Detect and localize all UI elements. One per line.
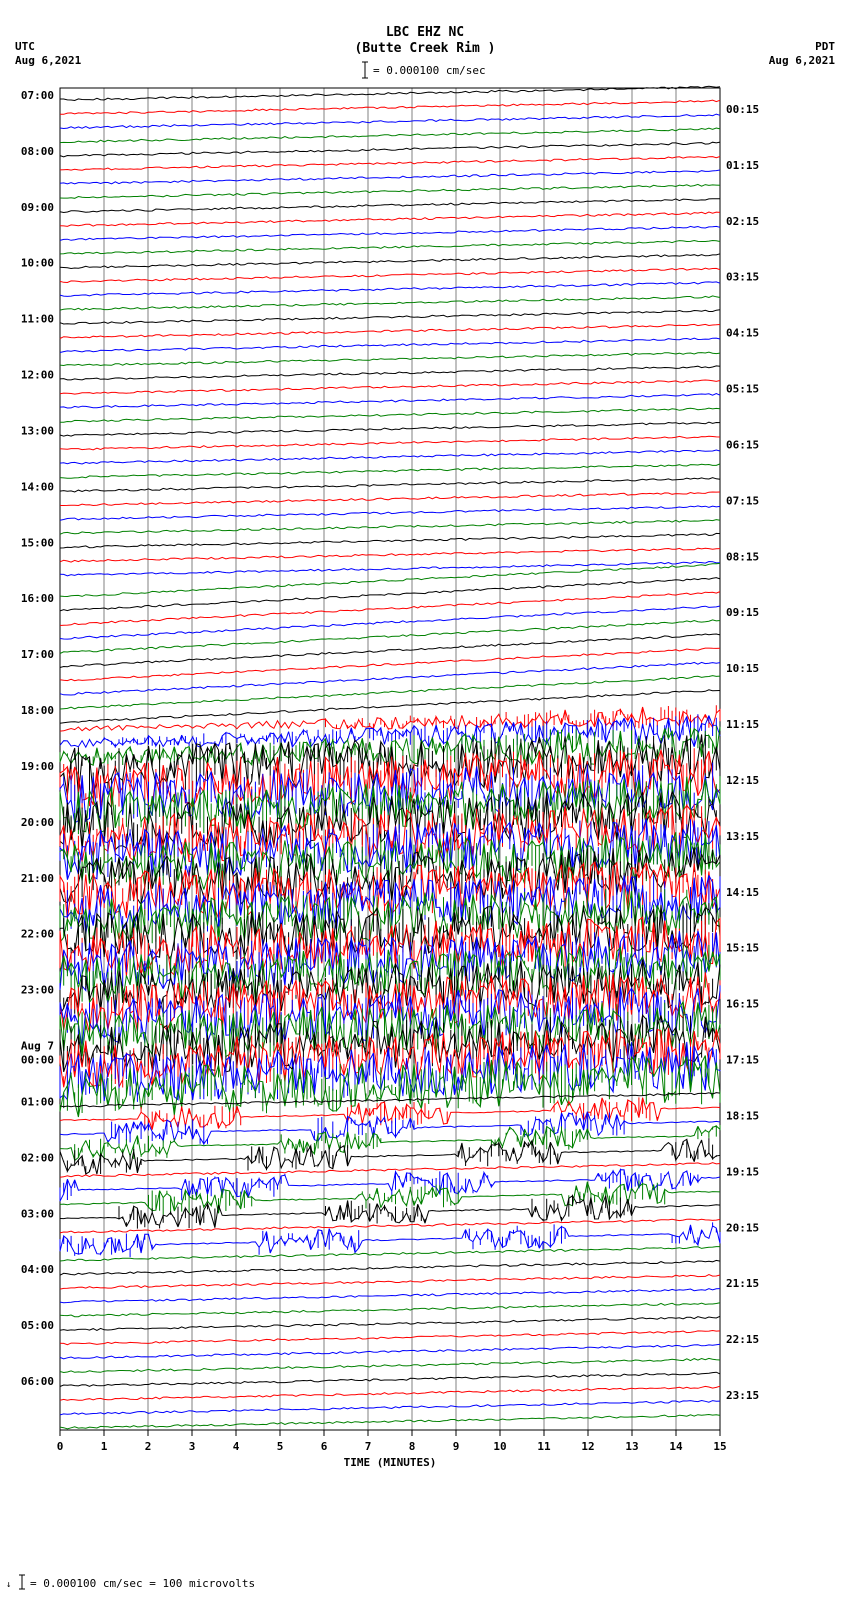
right-tick-label: 18:15: [726, 1109, 759, 1122]
left-tick-label: 03:00: [21, 1207, 54, 1220]
right-tick-label: 01:15: [726, 159, 759, 172]
right-tick-label: 05:15: [726, 383, 759, 396]
left-tick-label: 22:00: [21, 928, 54, 941]
x-tick-label: 0: [57, 1440, 64, 1453]
x-tick-label: 8: [409, 1440, 416, 1453]
x-tick-label: 14: [669, 1440, 683, 1453]
right-tick-label: 23:15: [726, 1389, 759, 1402]
left-tick-label: 00:00: [21, 1054, 54, 1067]
left-tick-label: 04:00: [21, 1263, 54, 1276]
left-tick-label: 11:00: [21, 313, 54, 326]
left-tick-label: 16:00: [21, 592, 54, 605]
svg-text:↓: ↓: [6, 1580, 11, 1590]
left-tick-label: 20:00: [21, 816, 54, 829]
station-title: LBC EHZ NC: [386, 25, 464, 40]
left-tick-label: 23:00: [21, 984, 54, 997]
right-tick-label: 13:15: [726, 830, 759, 843]
right-tick-label: 00:15: [726, 103, 759, 116]
left-tick-label: 05:00: [21, 1319, 54, 1332]
x-axis-label: TIME (MINUTES): [344, 1456, 437, 1469]
left-tick-label: 06:00: [21, 1375, 54, 1388]
station-location: (Butte Creek Rim ): [355, 41, 496, 56]
x-tick-label: 12: [581, 1440, 594, 1453]
x-tick-label: 4: [233, 1440, 240, 1453]
right-tick-label: 03:15: [726, 271, 759, 284]
right-tick-label: 21:15: [726, 1277, 759, 1290]
left-tick-label: 02:00: [21, 1151, 54, 1164]
x-tick-label: 6: [321, 1440, 328, 1453]
x-tick-label: 11: [537, 1440, 551, 1453]
footer-scale: = 0.000100 cm/sec = 100 microvolts: [30, 1577, 255, 1590]
right-tz: PDT: [815, 40, 835, 53]
x-tick-label: 3: [189, 1440, 196, 1453]
right-tick-label: 02:15: [726, 215, 759, 228]
left-tick-label: 07:00: [21, 89, 54, 102]
x-tick-label: 5: [277, 1440, 284, 1453]
left-tick-label: 01:00: [21, 1095, 54, 1108]
right-tick-label: 17:15: [726, 1054, 759, 1067]
right-tick-label: 10:15: [726, 662, 759, 675]
x-tick-label: 15: [713, 1440, 726, 1453]
right-tick-label: 22:15: [726, 1333, 759, 1346]
left-tick-label: Aug 7: [21, 1040, 54, 1053]
x-tick-label: 7: [365, 1440, 372, 1453]
x-tick-label: 2: [145, 1440, 152, 1453]
left-tz: UTC: [15, 40, 35, 53]
left-tick-label: 08:00: [21, 145, 54, 158]
scale-label: = 0.000100 cm/sec: [373, 64, 486, 77]
left-tick-label: 14:00: [21, 480, 54, 493]
x-tick-label: 10: [493, 1440, 506, 1453]
right-tick-label: 04:15: [726, 327, 759, 340]
right-tick-label: 15:15: [726, 942, 759, 955]
right-tick-label: 06:15: [726, 438, 759, 451]
right-tick-label: 16:15: [726, 998, 759, 1011]
right-tick-label: 08:15: [726, 550, 759, 563]
left-tick-label: 18:00: [21, 704, 54, 717]
right-tick-label: 20:15: [726, 1221, 759, 1234]
right-date: Aug 6,2021: [769, 54, 836, 67]
left-tick-label: 13:00: [21, 424, 54, 437]
left-tick-label: 09:00: [21, 201, 54, 214]
left-tick-label: 12:00: [21, 369, 54, 382]
seismogram-chart: LBC EHZ NC(Butte Creek Rim ) = 0.000100 c…: [0, 0, 850, 1613]
right-tick-label: 07:15: [726, 494, 759, 507]
x-tick-label: 1: [101, 1440, 108, 1453]
left-tick-label: 17:00: [21, 648, 54, 661]
right-tick-label: 09:15: [726, 606, 759, 619]
left-tick-label: 15:00: [21, 536, 54, 549]
right-tick-label: 14:15: [726, 886, 759, 899]
x-tick-label: 13: [625, 1440, 638, 1453]
right-tick-label: 12:15: [726, 774, 759, 787]
left-date: Aug 6,2021: [15, 54, 82, 67]
right-tick-label: 11:15: [726, 718, 759, 731]
right-tick-label: 19:15: [726, 1165, 759, 1178]
left-tick-label: 19:00: [21, 760, 54, 773]
left-tick-label: 10:00: [21, 257, 54, 270]
x-tick-label: 9: [453, 1440, 460, 1453]
left-tick-label: 21:00: [21, 872, 54, 885]
